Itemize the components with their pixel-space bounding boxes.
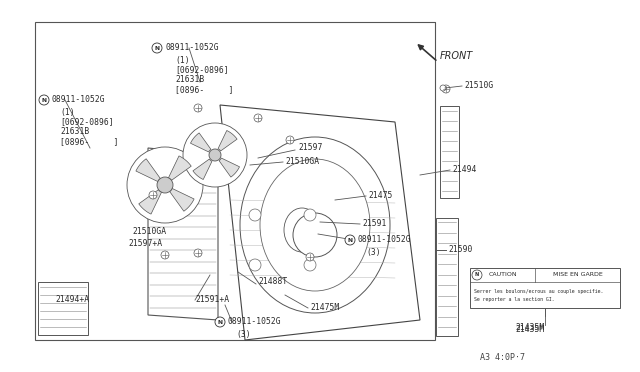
Circle shape [249,209,261,221]
Circle shape [157,177,173,193]
Text: 21510G: 21510G [464,81,493,90]
Polygon shape [219,158,239,177]
Text: (3): (3) [366,247,381,257]
Circle shape [254,114,262,122]
Ellipse shape [240,137,390,313]
Ellipse shape [284,208,320,252]
Circle shape [194,104,202,112]
Text: 21597+A: 21597+A [128,240,162,248]
Circle shape [183,123,247,187]
Text: Se reporter a la section GI.: Se reporter a la section GI. [474,296,554,301]
Circle shape [194,249,202,257]
Text: 08911-1052G: 08911-1052G [52,96,106,105]
Text: 08911-1052G: 08911-1052G [165,44,219,52]
Polygon shape [168,156,191,180]
Text: N: N [218,320,223,324]
Circle shape [472,270,482,280]
Text: 21631B: 21631B [60,128,89,137]
Text: 21494+A: 21494+A [55,295,89,305]
Polygon shape [191,133,211,152]
Circle shape [304,209,316,221]
Text: (1): (1) [60,108,75,116]
Text: FRONT: FRONT [440,51,473,61]
Text: N: N [154,45,159,51]
Circle shape [306,253,314,261]
Bar [38,282,88,335]
Circle shape [442,85,450,93]
Text: 08911-1052G: 08911-1052G [358,235,412,244]
Circle shape [215,317,225,327]
Text: 21488T: 21488T [258,278,287,286]
Polygon shape [139,190,161,214]
Text: (1): (1) [175,55,189,64]
Polygon shape [148,148,218,320]
Circle shape [149,191,157,199]
Text: MISE EN GARDE: MISE EN GARDE [552,273,602,278]
Circle shape [161,251,169,259]
Text: 21510GA: 21510GA [285,157,319,167]
Text: [0896-     ]: [0896- ] [60,138,118,147]
Polygon shape [220,105,420,340]
Circle shape [249,259,261,271]
Circle shape [39,95,49,105]
Text: N: N [348,237,353,243]
Text: CAUTION: CAUTION [488,273,517,278]
Circle shape [304,259,316,271]
Polygon shape [170,189,194,211]
Text: Serrer les boulons/ecrous au couple specifie.: Serrer les boulons/ecrous au couple spec… [474,289,604,295]
Polygon shape [218,131,237,151]
Text: [0692-0896]: [0692-0896] [60,118,114,126]
Bar [470,268,620,308]
Circle shape [345,235,355,245]
Bar [35,22,435,340]
Polygon shape [136,159,161,182]
Text: 21510GA: 21510GA [132,228,166,237]
Circle shape [209,149,221,161]
Text: [0692-0896]: [0692-0896] [175,65,228,74]
Bar [440,106,459,198]
Text: 21590: 21590 [448,246,472,254]
Text: 21435M: 21435M [515,326,545,334]
Text: N: N [42,97,47,103]
Bar [436,218,458,336]
Text: 21597: 21597 [298,144,323,153]
Text: 21591+A: 21591+A [195,295,229,305]
Circle shape [127,147,203,223]
Text: 21435M: 21435M [515,324,544,333]
Text: 21591: 21591 [362,219,387,228]
Circle shape [152,43,162,53]
Polygon shape [193,159,212,180]
Text: [0896-     ]: [0896- ] [175,86,234,94]
Text: A3 4:0P·7: A3 4:0P·7 [480,353,525,362]
Text: 08911-1052G: 08911-1052G [228,317,282,327]
Circle shape [286,136,294,144]
Circle shape [440,85,446,91]
Text: 21475M: 21475M [310,304,339,312]
Circle shape [293,213,337,257]
Text: N: N [475,273,479,278]
Text: (3): (3) [236,330,251,339]
Text: 21494: 21494 [452,166,476,174]
Ellipse shape [260,159,370,291]
Text: 21631B: 21631B [175,76,204,84]
Text: 21475: 21475 [368,192,392,201]
